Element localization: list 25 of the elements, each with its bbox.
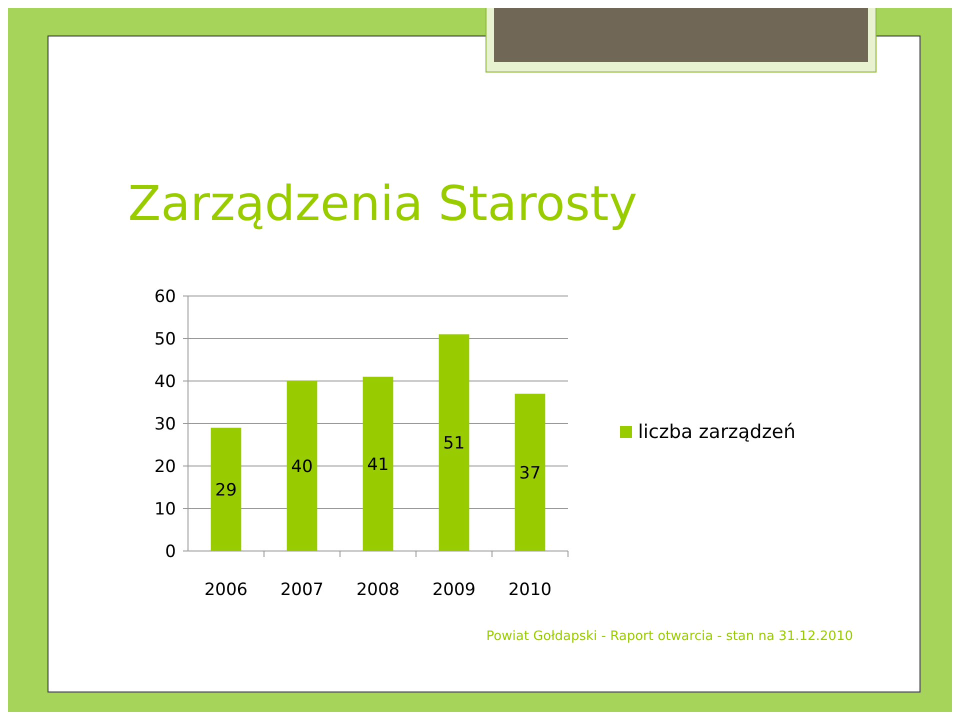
data-label: 40 [291,457,313,477]
x-tick-label: 2006 [204,580,248,600]
data-label: 51 [443,434,465,454]
bar [210,428,242,551]
y-tick-label: 20 [154,457,176,477]
data-label: 41 [367,454,389,475]
text: Powiat Gołdapski - Raport otwarcia - stan na 31.12.2010 [486,629,853,644]
bar [438,334,470,551]
bar [286,381,318,551]
y-tick-label: 0 [165,542,176,562]
y-tick-label: 40 [154,372,176,392]
x-tick-label: 2008 [356,580,400,600]
y-tick-label: 10 [154,500,176,520]
y-tick-label: 60 [154,287,176,307]
y-tick-label: 30 [154,414,176,434]
data-label: 37 [519,463,541,484]
x-tick-label: 2007 [280,580,324,600]
legend-label: liczba zarządzeń [638,421,796,443]
bar [514,394,546,551]
bar [362,376,394,551]
y-tick-label: 50 [154,330,176,350]
x-tick-label: 2009 [432,580,476,600]
data-label: 29 [215,480,237,500]
chart-title: Zarządzenia Starosty [128,176,638,232]
x-tick-label: 2010 [508,580,552,600]
